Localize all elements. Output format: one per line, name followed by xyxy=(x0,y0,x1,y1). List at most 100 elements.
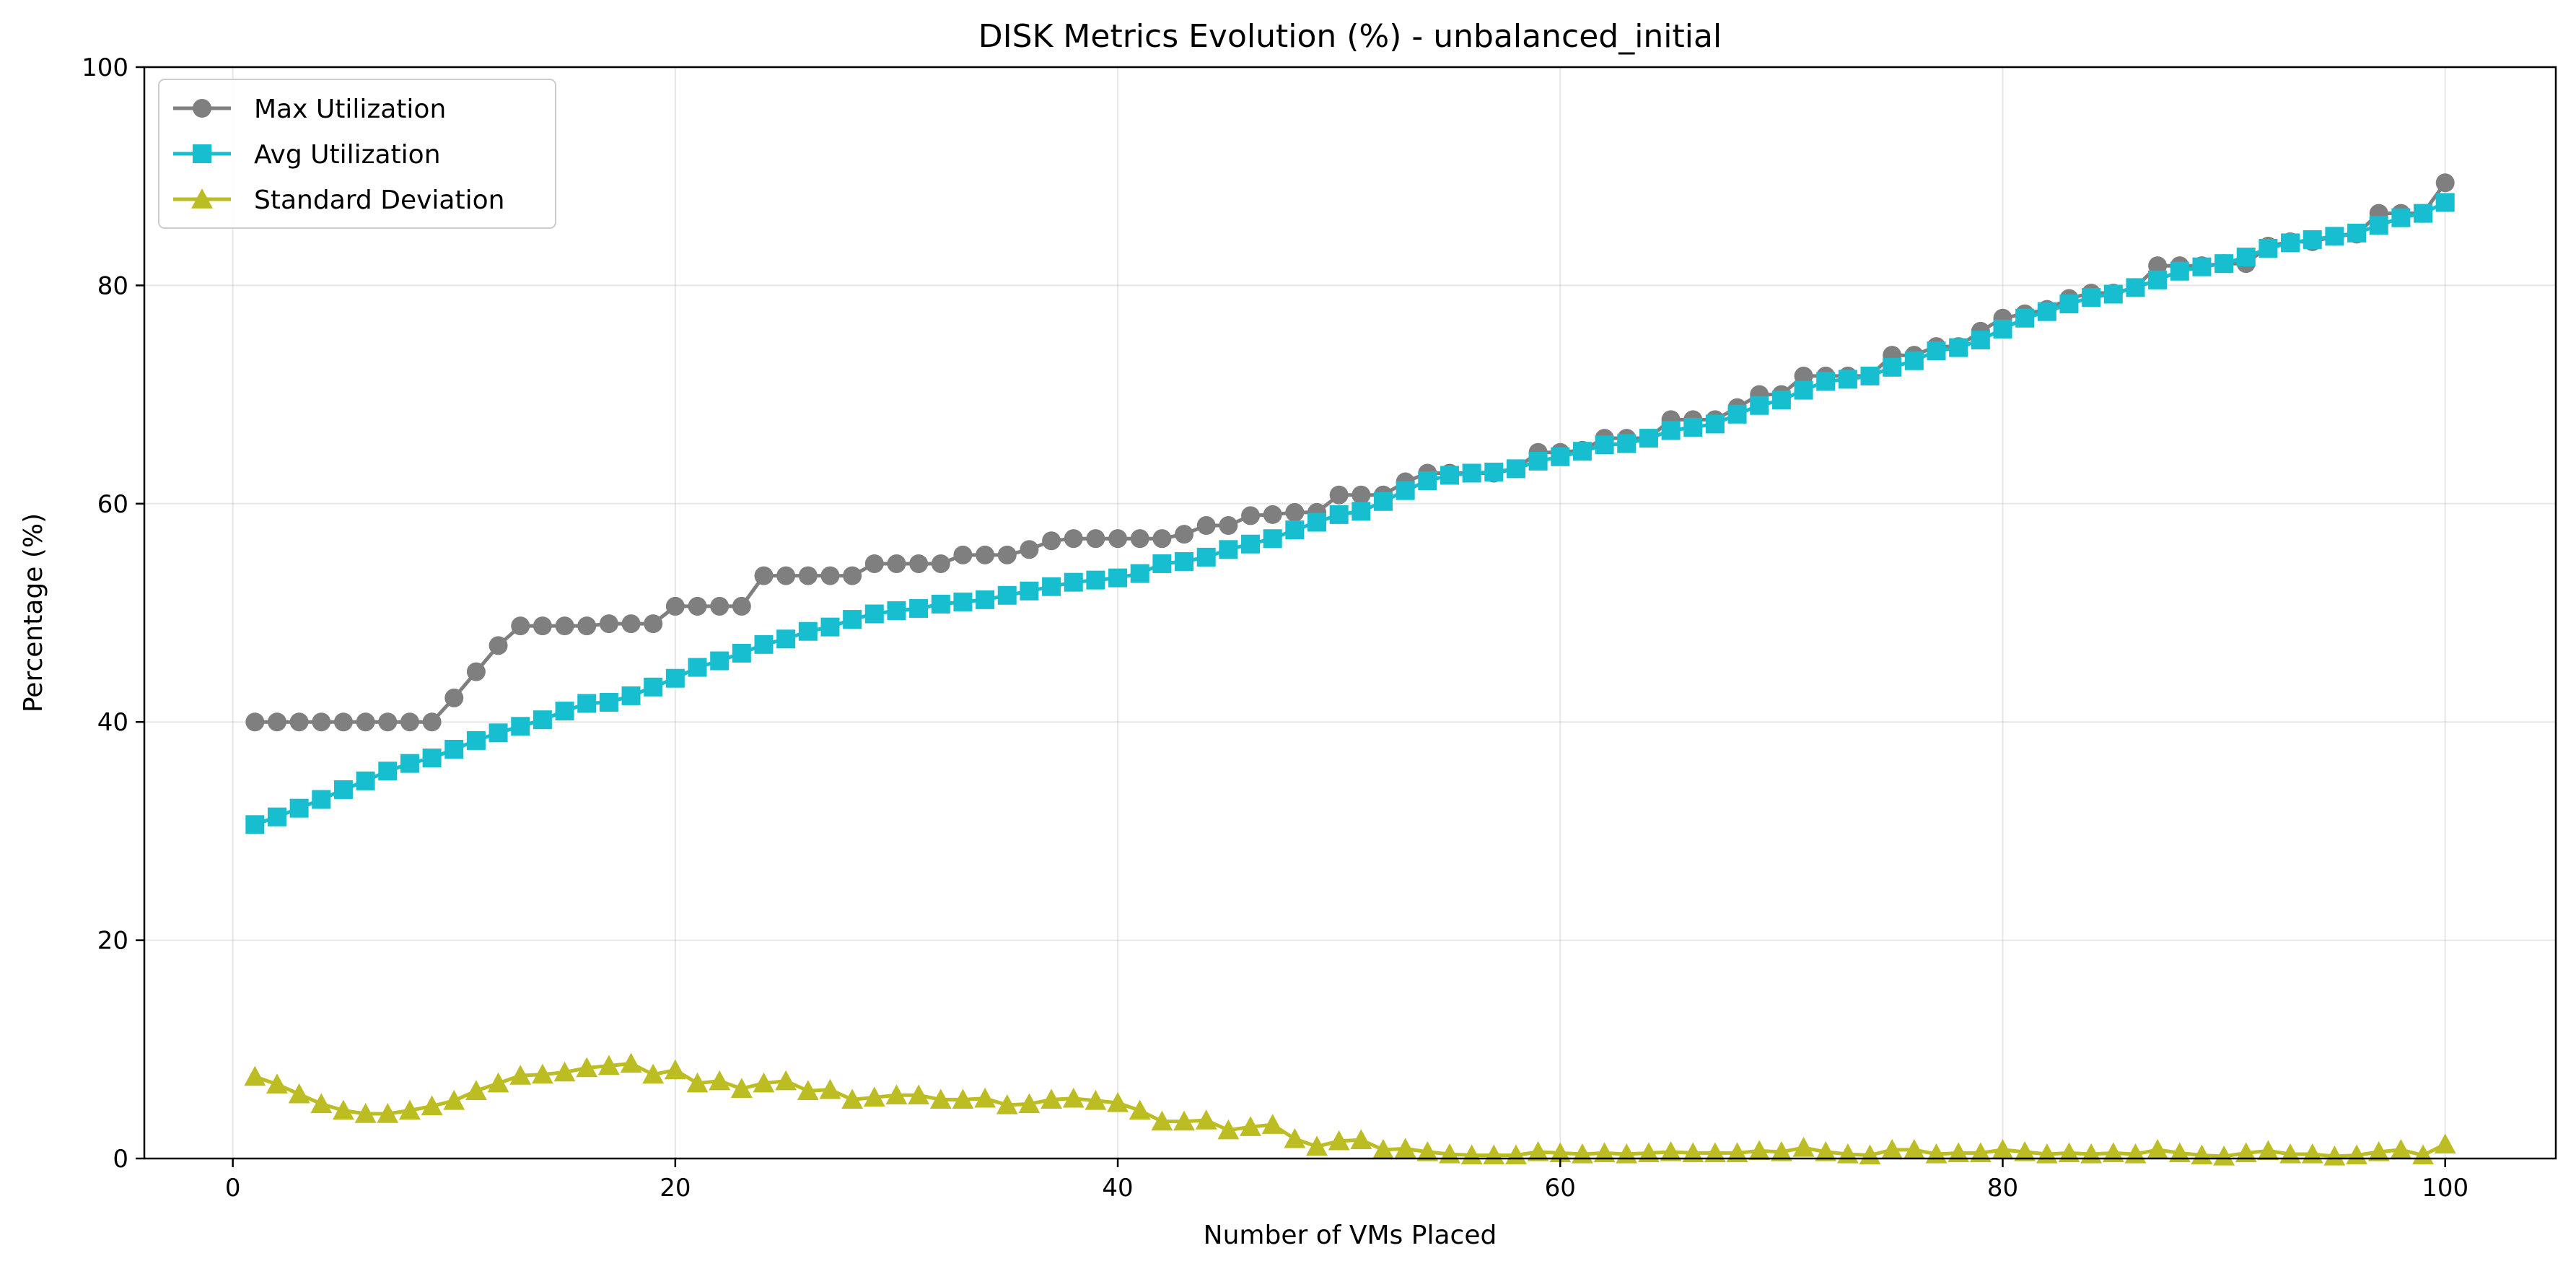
data-point xyxy=(1971,331,1990,349)
data-point xyxy=(531,1063,553,1084)
data-point xyxy=(1217,1119,1240,1140)
data-point xyxy=(444,688,464,707)
series-line xyxy=(254,201,2446,826)
legend-label: Avg Utilization xyxy=(254,140,441,170)
data-point xyxy=(843,610,862,629)
data-point xyxy=(555,702,574,721)
data-point xyxy=(2434,1133,2456,1154)
legend-label: Max Utilization xyxy=(254,95,446,124)
data-point xyxy=(1792,1136,1815,1157)
legend-label: Standard Deviation xyxy=(254,186,504,215)
data-point xyxy=(1152,529,1172,549)
data-point xyxy=(644,677,663,697)
data-point xyxy=(909,598,929,618)
data-point xyxy=(1660,1140,1682,1161)
data-point xyxy=(2236,248,2256,267)
data-point xyxy=(1748,1140,1771,1161)
data-point xyxy=(577,616,597,636)
series-line xyxy=(255,181,2447,724)
data-point xyxy=(1240,1116,1261,1136)
data-point xyxy=(332,1099,354,1120)
data-point xyxy=(621,686,641,705)
data-point xyxy=(267,712,286,732)
legend-entry: Standard Deviation xyxy=(173,186,504,215)
data-point xyxy=(1617,434,1637,453)
y-tick-label: 0 xyxy=(113,1145,128,1174)
data-point xyxy=(421,1095,443,1116)
data-point xyxy=(1085,1089,1107,1110)
series-line xyxy=(254,1062,2446,1159)
series-1 xyxy=(245,193,2455,834)
data-point xyxy=(1416,1140,1439,1161)
data-point xyxy=(908,1084,930,1105)
data-point xyxy=(2126,278,2145,297)
data-point xyxy=(1549,1142,1572,1163)
data-point xyxy=(356,712,375,732)
data-point xyxy=(1372,1138,1394,1159)
data-point xyxy=(1285,502,1305,522)
data-point xyxy=(1860,366,1880,385)
x-tick-label: 100 xyxy=(2422,1174,2468,1203)
data-point xyxy=(509,1065,532,1085)
data-point xyxy=(2214,254,2234,274)
data-point xyxy=(1373,492,1393,511)
data-point xyxy=(2412,1144,2434,1165)
data-point xyxy=(354,1103,377,1123)
data-point xyxy=(533,616,552,636)
data-point xyxy=(333,780,353,799)
x-tick-label: 20 xyxy=(660,1174,691,1203)
data-point xyxy=(400,754,419,773)
data-point xyxy=(1770,1140,1792,1161)
data-point xyxy=(1020,540,1039,559)
y-tick-label: 100 xyxy=(82,53,128,82)
data-point xyxy=(1042,577,1061,596)
chart-title: DISK Metrics Evolution (%) - unbalanced_… xyxy=(978,18,1722,55)
legend: Max Utilization Avg Utilization Standard D… xyxy=(158,79,556,229)
data-point xyxy=(266,1073,288,1094)
y-tick-label: 60 xyxy=(97,490,128,519)
data-point xyxy=(1506,459,1525,479)
data-point xyxy=(775,1070,797,1091)
data-point xyxy=(1903,1138,1925,1159)
data-point xyxy=(1394,1138,1416,1159)
data-point xyxy=(1219,540,1238,559)
data-point xyxy=(1838,370,1857,389)
data-point xyxy=(665,596,685,616)
data-point xyxy=(2059,294,2079,314)
data-point xyxy=(1263,505,1282,524)
data-point xyxy=(1173,1110,1195,1131)
data-point xyxy=(1927,341,1946,361)
data-point xyxy=(511,717,530,736)
data-point xyxy=(1263,529,1282,549)
data-point xyxy=(489,723,508,743)
data-point xyxy=(1883,357,1902,377)
data-point xyxy=(1771,391,1791,410)
data-point xyxy=(2148,256,2168,276)
data-point xyxy=(2168,1142,2191,1163)
x-tick-label: 60 xyxy=(1545,1174,1576,1203)
data-point xyxy=(1285,520,1305,540)
data-point xyxy=(533,710,552,730)
data-point xyxy=(2170,261,2189,281)
data-point xyxy=(864,554,884,573)
data-point xyxy=(1637,1142,1660,1163)
data-point xyxy=(1440,466,1459,485)
data-point xyxy=(2192,257,2212,276)
data-point xyxy=(1462,463,1481,483)
data-point xyxy=(686,1072,709,1093)
data-point xyxy=(776,566,796,585)
data-point xyxy=(1108,568,1128,588)
data-point xyxy=(776,629,796,649)
data-point xyxy=(841,1088,864,1109)
data-point xyxy=(1726,1142,1748,1163)
data-point xyxy=(1551,447,1570,466)
y-axis-label: Percentage (%) xyxy=(19,513,48,712)
data-point xyxy=(1794,366,1813,385)
data-point xyxy=(1241,506,1261,525)
data-point xyxy=(244,1065,266,1086)
ticks: 0 20 40 60 80 100 0 20 40 60 80 100 xyxy=(82,53,2468,1203)
data-point xyxy=(1704,1142,1726,1163)
data-point xyxy=(444,740,464,759)
data-point xyxy=(555,616,574,636)
